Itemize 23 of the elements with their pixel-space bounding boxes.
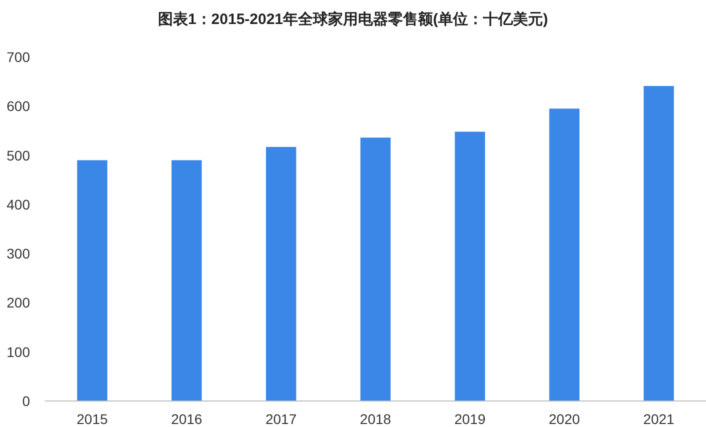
x-tick-label: 2018: [360, 411, 392, 427]
x-tick-label: 2015: [76, 411, 108, 427]
bar: [266, 146, 296, 401]
x-tick-label: 2019: [454, 411, 486, 427]
bar: [549, 108, 580, 401]
bar: [454, 132, 486, 401]
x-tick-label: 2017: [265, 411, 297, 427]
x-tick-label: 2021: [643, 411, 675, 427]
y-tick-label: 700: [6, 49, 30, 65]
bar: [77, 160, 108, 401]
y-tick-label: 600: [6, 98, 30, 114]
bar: [644, 86, 674, 401]
y-tick-label: 0: [22, 393, 30, 409]
x-tick-label: 2016: [171, 411, 202, 427]
y-tick-label: 100: [6, 344, 30, 360]
bar: [360, 138, 391, 401]
chart-title: 图表1：2015-2021年全球家用电器零售额(单位：十亿美元): [158, 10, 548, 28]
y-tick-label: 200: [6, 294, 30, 311]
y-tick-label: 500: [6, 147, 30, 164]
y-tick-label: 400: [6, 196, 30, 212]
bar: [172, 160, 202, 401]
x-tick-label: 2020: [548, 411, 580, 427]
y-tick-label: 300: [6, 246, 30, 262]
